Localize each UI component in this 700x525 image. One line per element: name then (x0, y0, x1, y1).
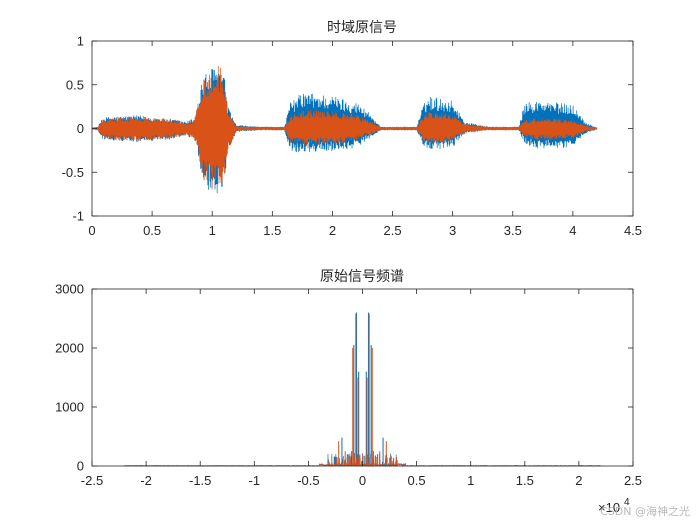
spectrum-x-tick-label: 0 (359, 473, 366, 488)
time-domain-x-tick-label: 1.5 (263, 223, 281, 238)
time-domain-x-tick-label: 3.5 (504, 223, 522, 238)
spectrum-y-tick-label: 0 (77, 459, 84, 474)
spectrum-x-tick-label: 1 (467, 473, 474, 488)
spectrum-y-tick-label: 2000 (55, 341, 84, 356)
time-domain-axes: 时域原信号 0 0.5 1 1.5 2 2.5 3 3.5 4 4.5 -1 -0.5 0 0.5 1 (62, 20, 642, 238)
time-domain-y-tick-label: -0.5 (62, 165, 84, 180)
spectrum-x-tick-label: -2 (140, 473, 152, 488)
time-domain-x-ticks: 0 0.5 1 1.5 2 2.5 3 3.5 4 4.5 (88, 41, 642, 238)
time-domain-series (91, 65, 598, 194)
spectrum-x-ticks: -2.5 -2 -1.5 -1 -0.5 0 0.5 1 1.5 2 2.5 (81, 289, 642, 488)
spectrum-x-tick-label: 2.5 (624, 473, 642, 488)
time-domain-y-ticks: -1 -0.5 0 0.5 1 (62, 34, 633, 224)
time-domain-title: 时域原信号 (327, 20, 397, 36)
time-domain-x-tick-label: 2.5 (384, 223, 402, 238)
spectrum-y-tick-label: 3000 (55, 282, 84, 297)
time-domain-x-tick-label: 0.5 (143, 223, 161, 238)
time-domain-waveform-series-2 (91, 65, 598, 190)
spectrum-x-tick-label: 0.5 (408, 473, 426, 488)
spectrum-x-exponent-power: 4 (624, 497, 630, 508)
spectrum-x-tick-label: 2 (575, 473, 582, 488)
time-domain-x-tick-label: 4 (569, 223, 576, 238)
spectrum-x-tick-label: -2.5 (81, 473, 103, 488)
time-domain-x-tick-label: 4.5 (624, 223, 642, 238)
spectrum-plot-area (92, 289, 633, 466)
time-domain-x-tick-label: 2 (329, 223, 336, 238)
time-domain-y-tick-label: 0.5 (66, 77, 84, 92)
watermark: CSDN @海神之光 (600, 504, 690, 518)
time-domain-y-tick-label: 0 (77, 121, 84, 136)
spectrum-x-tick-label: -1.5 (189, 473, 211, 488)
spectrum-axes: 原始信号频谱 -2.5 -2 -1.5 -1 -0.5 0 0.5 1 1.5 2 2.5 0 100… (55, 269, 642, 515)
spectrum-title: 原始信号频谱 (320, 269, 404, 285)
spectrum-y-ticks: 0 1000 2000 3000 (55, 282, 633, 474)
spectrum-x-exponent-base: ×10 (598, 500, 620, 515)
time-domain-x-tick-label: 1 (209, 223, 216, 238)
spectrum-x-tick-label: -0.5 (297, 473, 319, 488)
time-domain-x-tick-label: 3 (449, 223, 456, 238)
time-domain-y-tick-label: 1 (77, 34, 84, 49)
spectrum-x-tick-label: -1 (249, 473, 261, 488)
spectrum-x-tick-label: 1.5 (516, 473, 534, 488)
time-domain-x-tick-label: 0 (88, 223, 95, 238)
spectrum-y-tick-label: 1000 (55, 400, 84, 415)
time-domain-y-tick-label: -1 (72, 209, 84, 224)
